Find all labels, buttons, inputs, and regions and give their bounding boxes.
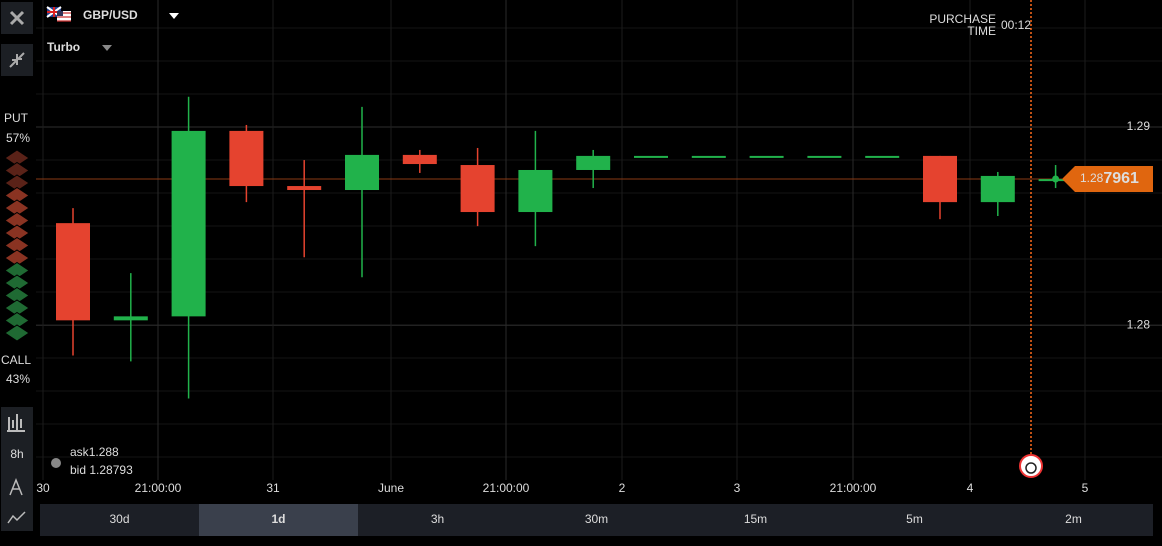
close-icon bbox=[9, 10, 25, 26]
x-tick-label: 21:00:00 bbox=[135, 481, 182, 495]
timer-face bbox=[1025, 462, 1037, 474]
candle-body bbox=[518, 169, 553, 213]
purchase-label: TIME bbox=[967, 24, 996, 38]
bid-value: 1.28793 bbox=[89, 463, 133, 477]
ask-label: ask bbox=[70, 445, 90, 459]
candle-body bbox=[807, 155, 842, 158]
bid-label: bid bbox=[70, 463, 86, 477]
candle-body bbox=[980, 175, 1015, 203]
indicators-button[interactable] bbox=[9, 477, 23, 496]
current-price-dot bbox=[1052, 175, 1060, 183]
ask-label: ask1.288 bbox=[70, 445, 119, 459]
timeframe-tabs: 30d 1d 3h 30m 15m 5m 2m bbox=[40, 504, 1153, 536]
timeframe-tab-label[interactable]: 1d bbox=[271, 512, 285, 526]
purchase-time: 00:12 bbox=[1001, 18, 1031, 32]
x-tick-label: 21:00:00 bbox=[830, 481, 877, 495]
timeframe-tab-label[interactable]: 2m bbox=[1065, 512, 1082, 526]
sentiment-chevron bbox=[4, 311, 30, 330]
sentiment-chevron bbox=[4, 249, 30, 267]
grid: 1.29 1.28 30 21:00:00 31 June 21:00:00 2 3 21:00:… bbox=[36, 0, 1162, 495]
candle-body bbox=[287, 186, 322, 191]
current-price-label: 1.287961 bbox=[1080, 170, 1139, 187]
current-price-tag bbox=[1062, 166, 1153, 193]
timeframe-tab-label[interactable]: 15m bbox=[744, 512, 767, 526]
timeframe-tab-label[interactable]: 5m bbox=[906, 512, 923, 526]
x-tick-label: 31 bbox=[266, 481, 280, 495]
mode-name[interactable]: Turbo bbox=[47, 40, 80, 54]
call-percent: 43% bbox=[6, 372, 30, 386]
put-label: PUT bbox=[4, 111, 29, 125]
sentiment-chevron bbox=[4, 261, 30, 280]
sentiment-chevron bbox=[4, 274, 30, 292]
price-main: 1.28 bbox=[1080, 171, 1104, 185]
y-tick-label: 1.28 bbox=[1127, 317, 1151, 331]
x-tick-label: 3 bbox=[734, 481, 741, 495]
y-tick-label: 1.29 bbox=[1127, 119, 1151, 133]
candle-body bbox=[113, 316, 148, 321]
candle-body bbox=[402, 154, 437, 165]
sentiment-chevron bbox=[4, 286, 30, 305]
candle-body bbox=[749, 155, 784, 158]
candles: 1.287961 bbox=[56, 96, 1153, 399]
x-tick-label: 21:00:00 bbox=[483, 481, 530, 495]
help-icon[interactable] bbox=[51, 458, 61, 468]
flag bbox=[46, 6, 71, 22]
timeframe-tab-label[interactable]: 30m bbox=[585, 512, 608, 526]
bid-label: bid 1.28793 bbox=[70, 463, 133, 477]
put-percent: 57% bbox=[6, 131, 30, 145]
x-tick-label: 4 bbox=[967, 481, 974, 495]
candle-body bbox=[576, 155, 611, 170]
sentiment-chevron bbox=[4, 186, 30, 205]
sentiment-chevron bbox=[4, 149, 30, 167]
candle-body bbox=[171, 130, 206, 317]
sentiment-chevron bbox=[4, 199, 30, 217]
candle-body bbox=[634, 155, 668, 158]
sentiment-bar bbox=[4, 149, 30, 342]
chart-type-button[interactable] bbox=[7, 414, 25, 432]
mode-dropdown[interactable] bbox=[102, 45, 112, 51]
sentiment-chevron bbox=[4, 211, 30, 230]
ask-value: 1.288 bbox=[89, 445, 119, 459]
candle-body bbox=[345, 154, 379, 191]
interval-button[interactable]: 8h bbox=[10, 447, 23, 461]
candle-body bbox=[56, 223, 90, 321]
x-tick-label: 30 bbox=[36, 481, 50, 495]
asset-name[interactable]: GBP/USD bbox=[83, 8, 138, 22]
candle-body bbox=[691, 155, 726, 158]
sentiment-chevron bbox=[4, 161, 30, 180]
expiry-timer-icon bbox=[1019, 454, 1043, 478]
timeframe-tab-label[interactable]: 30d bbox=[109, 512, 129, 526]
sentiment-chevron bbox=[4, 174, 30, 192]
sentiment-chevron bbox=[4, 236, 30, 255]
price-pips: 7961 bbox=[1103, 170, 1139, 187]
sentiment-chevron bbox=[4, 324, 30, 342]
collapse-icon bbox=[9, 52, 25, 68]
call-label: CALL bbox=[1, 353, 31, 367]
x-tick-label: 5 bbox=[1082, 481, 1089, 495]
candle-body bbox=[923, 155, 957, 203]
timeframe-tab-label[interactable]: 3h bbox=[431, 512, 444, 526]
candle-body bbox=[229, 130, 264, 187]
drawing-button[interactable] bbox=[7, 511, 26, 524]
candle-body bbox=[865, 155, 900, 158]
x-tick-label: June bbox=[378, 481, 404, 495]
timeframe-tab[interactable] bbox=[199, 504, 358, 536]
asset-dropdown[interactable] bbox=[169, 13, 179, 19]
purchase-label: PURCHASE bbox=[929, 12, 996, 26]
sentiment-chevron bbox=[4, 299, 30, 317]
candle-body bbox=[460, 165, 495, 213]
sentiment-chevron bbox=[4, 224, 30, 242]
x-tick-label: 2 bbox=[619, 481, 626, 495]
